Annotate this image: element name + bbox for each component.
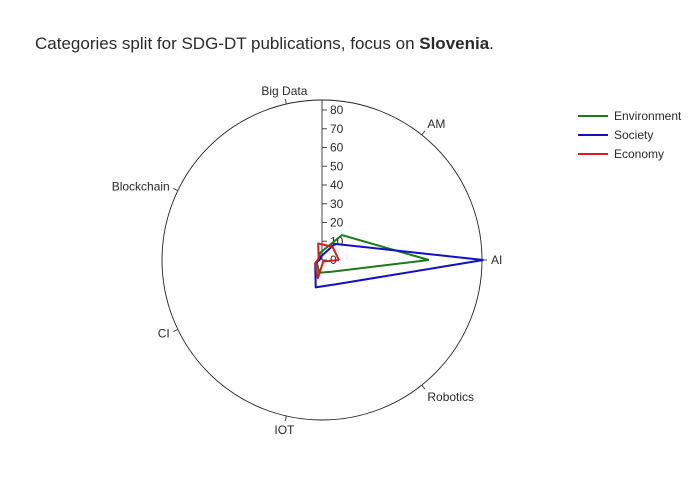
angular-tick	[284, 415, 287, 421]
angular-tick	[173, 187, 179, 192]
chart-title: Categories split for SDG-DT publications…	[35, 34, 494, 54]
radial-tick-label: 70	[330, 122, 344, 136]
legend-item[interactable]: Economy	[578, 144, 681, 163]
legend-label: Society	[614, 127, 654, 142]
angular-tick	[421, 130, 426, 136]
angular-tick	[421, 384, 426, 390]
radial-tick-label: 50	[330, 159, 344, 173]
radial-tick-label: 20	[330, 216, 344, 230]
legend-swatch	[578, 133, 608, 136]
legend: Environment Society Economy	[578, 106, 681, 163]
angular-axis: AI AM Big Data Blockchain CI IOT Robotics	[112, 84, 503, 437]
legend-label: Environment	[614, 108, 682, 123]
category-label: AI	[491, 253, 502, 267]
category-label: Blockchain	[112, 180, 170, 194]
angular-tick	[173, 328, 179, 333]
chart-title-prefix: Categories split for SDG-DT publications…	[35, 34, 420, 53]
category-label: Robotics	[427, 390, 474, 404]
chart-title-suffix: .	[489, 34, 494, 53]
category-label: AM	[427, 117, 445, 131]
legend-swatch	[578, 152, 608, 155]
legend-item[interactable]: Environment	[578, 106, 681, 125]
radial-tick-label: 80	[330, 103, 344, 117]
category-label: CI	[158, 326, 170, 340]
category-label: IOT	[274, 423, 295, 437]
chart-title-bold: Slovenia	[419, 34, 490, 53]
series-layer	[314, 234, 484, 289]
radial-tick-label: 60	[330, 141, 344, 155]
legend-item[interactable]: Society	[578, 125, 681, 144]
series-line-society	[314, 242, 484, 289]
series-line-economy	[314, 242, 340, 280]
legend-swatch	[578, 114, 608, 117]
angular-tick	[284, 99, 287, 105]
radial-tick-label: 40	[330, 178, 344, 192]
legend-label: Economy	[614, 146, 665, 161]
category-label: Big Data	[261, 84, 307, 98]
radial-tick-label: 30	[330, 197, 344, 211]
